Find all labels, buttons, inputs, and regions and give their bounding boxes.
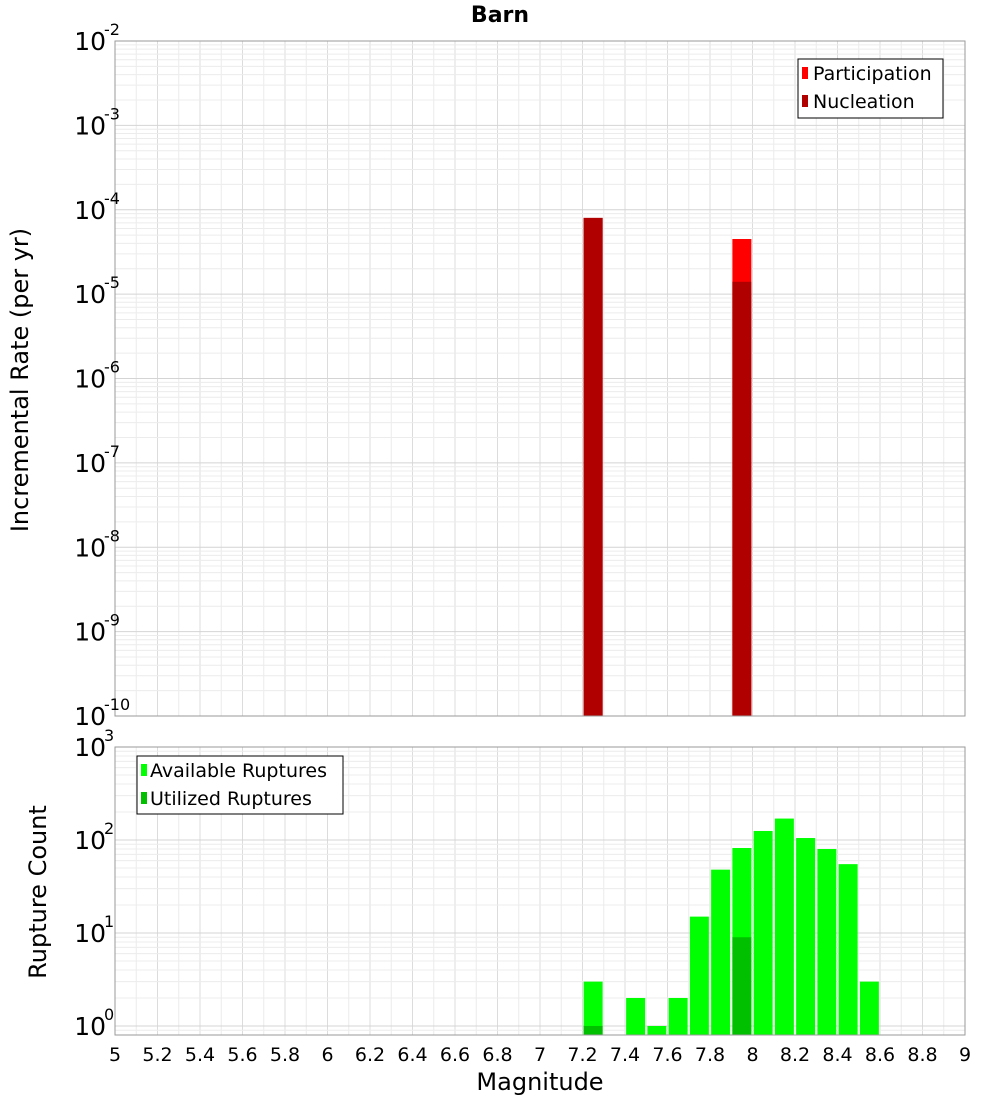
bottom-bar-available-ruptures xyxy=(647,1025,667,1035)
bottom-y-tick-exponent: 3 xyxy=(104,726,114,745)
x-tick-label: 8.4 xyxy=(822,1044,852,1066)
bottom-bar-available-ruptures xyxy=(817,849,837,1035)
x-tick-label: 5.2 xyxy=(142,1044,172,1066)
x-tick-label: 8.6 xyxy=(865,1044,895,1066)
top-y-tick-base: 10 xyxy=(74,449,106,478)
bottom-bar-available-ruptures xyxy=(774,818,794,1035)
chart-title: Barn xyxy=(471,3,529,28)
top-plot-bars xyxy=(583,217,752,716)
x-tick-label: 5.8 xyxy=(270,1044,300,1066)
top-y-tick-exponent: -2 xyxy=(104,20,120,39)
x-tick-label: 5.4 xyxy=(185,1044,215,1066)
x-axis-label: Magnitude xyxy=(476,1068,603,1096)
x-tick-label: 7.8 xyxy=(695,1044,725,1066)
bottom-bar-utilized-ruptures xyxy=(583,1025,603,1035)
bottom-y-axis-label: Rupture Count xyxy=(24,805,52,979)
top-y-tick-exponent: -4 xyxy=(104,189,120,208)
top-y-tick-base: 10 xyxy=(74,365,106,394)
x-tick-label: 8.2 xyxy=(780,1044,810,1066)
bottom-bar-available-ruptures xyxy=(583,981,603,1035)
x-tick-label: 8.8 xyxy=(907,1044,937,1066)
bottom-bar-available-ruptures xyxy=(668,997,688,1035)
legend-swatch-participation xyxy=(802,67,808,79)
legend-label-nucleation: Nucleation xyxy=(813,91,915,113)
top-y-tick-base: 10 xyxy=(74,196,106,225)
bottom-bar-available-ruptures xyxy=(796,838,816,1035)
bottom-legend-box xyxy=(136,755,344,815)
top-y-tick-exponent: -6 xyxy=(104,358,120,377)
bottom-y-tick-exponent: 1 xyxy=(104,912,114,931)
bottom-y-tick-base: 10 xyxy=(74,826,106,855)
top-plot-grid xyxy=(114,41,966,717)
bottom-plot-bars xyxy=(583,818,879,1035)
bottom-plot-frame xyxy=(114,746,966,1036)
bottom-bar-available-ruptures xyxy=(753,830,773,1035)
top-y-tick-base: 10 xyxy=(74,702,106,731)
bottom-bar-available-ruptures xyxy=(859,981,879,1035)
top-y-tick-exponent: -3 xyxy=(104,104,120,123)
legend-label-available-ruptures: Available Ruptures xyxy=(150,760,327,782)
bottom-legend: Available Ruptures Utilized Ruptures xyxy=(136,755,344,815)
x-tick-label: 6 xyxy=(321,1044,333,1066)
legend-label-utilized-ruptures: Utilized Ruptures xyxy=(150,788,312,810)
x-tick-label: 6.4 xyxy=(397,1044,427,1066)
top-y-tick-exponent: -9 xyxy=(104,611,120,630)
x-tick-label: 7.6 xyxy=(652,1044,682,1066)
legend-label-participation: Participation xyxy=(813,63,932,85)
bottom-y-tick-base: 10 xyxy=(74,1012,106,1041)
top-y-tick-base: 10 xyxy=(74,280,106,309)
top-y-tick-base: 10 xyxy=(74,618,106,647)
x-tick-label: 6.6 xyxy=(440,1044,470,1066)
top-y-tick-exponent: -10 xyxy=(104,695,130,714)
x-tick-label: 6.8 xyxy=(482,1044,512,1066)
bottom-bar-available-ruptures xyxy=(711,869,731,1035)
legend-swatch-available-ruptures xyxy=(141,764,147,776)
bottom-y-tick-exponent: 0 xyxy=(104,1005,114,1024)
x-tick-label: 5.6 xyxy=(227,1044,257,1066)
top-bar-nucleation xyxy=(732,281,752,716)
top-bar-nucleation xyxy=(583,217,603,716)
x-tick-label: 8 xyxy=(746,1044,758,1066)
x-tick-labels: 5 5.2 5.4 5.6 5.8 6 6.2 6.4 6.6 6.8 7 7.2 7.4 7.6 7.8 8… xyxy=(109,1044,971,1066)
x-tick-label: 6.2 xyxy=(355,1044,385,1066)
x-tick-label: 5 xyxy=(109,1044,121,1066)
top-legend: Participation Nucleation xyxy=(797,58,944,119)
top-y-tick-exponent: -5 xyxy=(104,273,120,292)
legend-swatch-utilized-ruptures xyxy=(141,792,147,804)
top-y-tick-base: 10 xyxy=(74,533,106,562)
bottom-bar-available-ruptures xyxy=(838,864,858,1035)
top-y-axis-label: Incremental Rate (per yr) xyxy=(6,228,34,532)
legend-swatch-nucleation xyxy=(802,95,808,107)
top-legend-box xyxy=(797,58,944,119)
bottom-y-tick-base: 10 xyxy=(74,919,106,948)
top-y-tick-base: 10 xyxy=(74,27,106,56)
x-tick-label: 7.4 xyxy=(610,1044,640,1066)
top-y-tick-base: 10 xyxy=(74,111,106,140)
bottom-y-tick-base: 10 xyxy=(74,733,106,762)
bottom-bar-available-ruptures xyxy=(689,916,709,1035)
x-tick-label: 7 xyxy=(534,1044,546,1066)
x-tick-label: 7.2 xyxy=(567,1044,597,1066)
top-y-tick-exponent: -8 xyxy=(104,526,120,545)
bottom-bar-utilized-ruptures xyxy=(732,937,752,1035)
x-tick-label: 9 xyxy=(959,1044,971,1066)
top-y-tick-exponent: -7 xyxy=(104,442,120,461)
bottom-y-tick-exponent: 2 xyxy=(104,819,114,838)
top-plot-frame xyxy=(114,40,966,717)
bottom-bar-available-ruptures xyxy=(626,997,646,1035)
